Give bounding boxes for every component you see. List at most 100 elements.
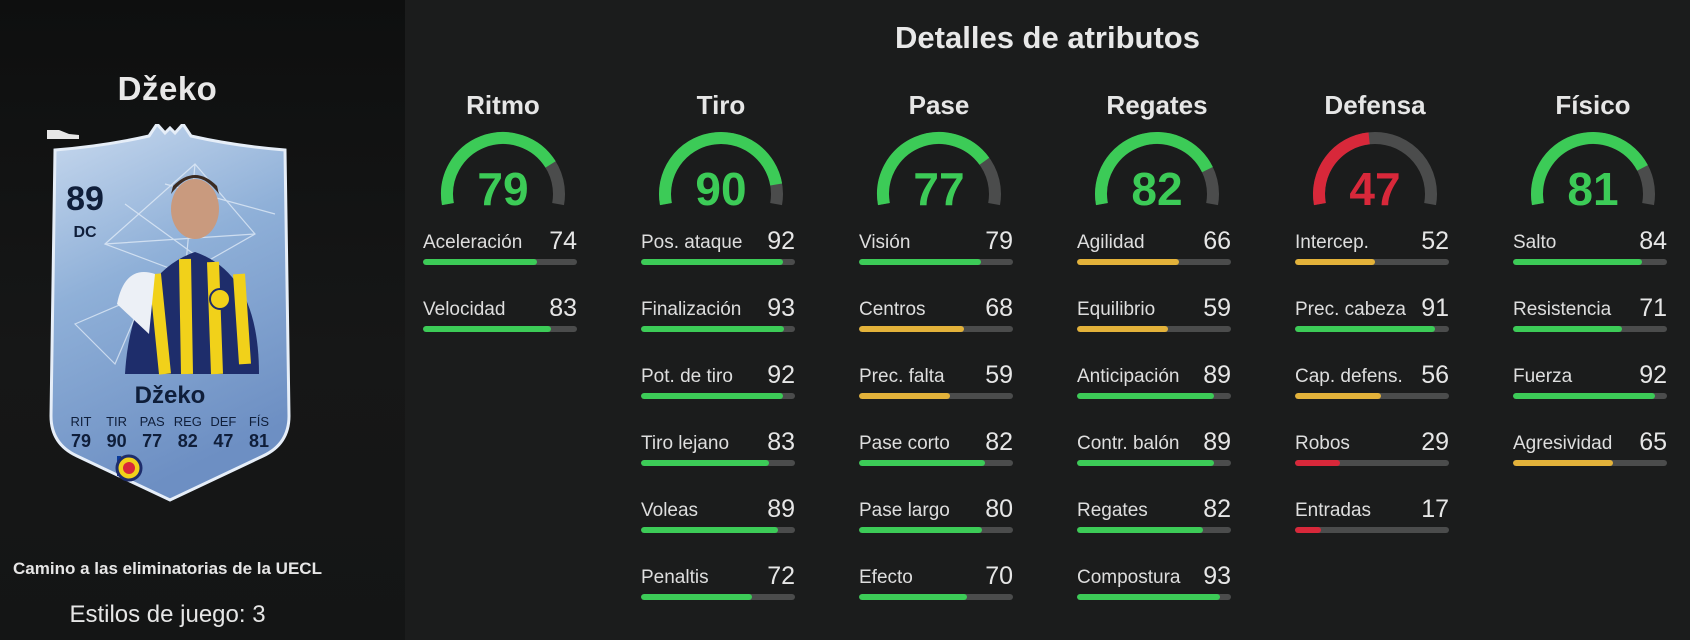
stat-row[interactable]: Anticipación 89	[1077, 358, 1237, 425]
stat-value: 93	[1203, 562, 1231, 590]
player-image	[117, 175, 259, 375]
stat-bar-fill	[1295, 326, 1436, 332]
stat-row[interactable]: Regates 82	[1077, 492, 1237, 559]
stat-bar-fill	[1295, 393, 1382, 399]
stat-bar-fill	[423, 326, 551, 332]
stat-label: Agilidad	[1077, 232, 1145, 253]
stat-bar-fill	[1077, 594, 1221, 600]
stat-bar-fill	[859, 460, 986, 466]
stat-bar-fill	[641, 259, 783, 265]
stat-bar	[859, 259, 1013, 265]
stat-label: Fuerza	[1513, 366, 1573, 387]
stat-label: Intercep.	[1295, 232, 1369, 253]
stat-label: Cap. defens.	[1295, 366, 1403, 387]
stat-label: Salto	[1513, 232, 1557, 253]
stat-bar-fill	[859, 259, 981, 265]
stat-row[interactable]: Efecto 70	[859, 559, 1019, 626]
stat-label: Anticipación	[1077, 366, 1180, 387]
card-player-name: Džeko	[134, 382, 206, 409]
stat-row[interactable]: Intercep. 52	[1295, 224, 1455, 291]
category-value: 77	[913, 163, 965, 215]
stat-row[interactable]: Compostura 93	[1077, 559, 1237, 626]
category-gauge: 81	[1513, 124, 1673, 215]
stat-value: 92	[1639, 361, 1667, 389]
stat-bar	[423, 326, 577, 332]
stat-row[interactable]: Aceleración 74	[423, 224, 583, 291]
stat-row[interactable]: Agilidad 66	[1077, 224, 1237, 291]
playstyles-count[interactable]: Estilos de juego: 3	[69, 601, 266, 628]
stat-row[interactable]: Pot. de tiro 92	[641, 358, 801, 425]
stat-bar-fill	[641, 326, 785, 332]
stat-row[interactable]: Visión 79	[859, 224, 1019, 291]
stat-bar-fill	[1077, 460, 1215, 466]
stat-row[interactable]: Entradas 17	[1295, 492, 1455, 559]
stat-bar	[859, 527, 1013, 533]
card-stat-value: 90	[106, 431, 127, 451]
stat-row[interactable]: Agresividad 65	[1513, 425, 1673, 492]
stat-row[interactable]: Pase corto 82	[859, 425, 1019, 492]
card-stats: RIT 79 TIR 90 PAS 77 REG 82 DEF 47 FÍS 81	[65, 414, 275, 452]
stat-bar-fill	[859, 393, 950, 399]
category-gauge: 77	[859, 124, 1019, 215]
stat-label: Agresividad	[1513, 433, 1613, 454]
stat-bar-fill	[641, 527, 779, 533]
gauge-arc	[1095, 132, 1219, 206]
card-badges	[115, 454, 225, 482]
stat-row[interactable]: Cap. defens. 56	[1295, 358, 1455, 425]
gauge-fill	[441, 132, 556, 206]
category-gauge: 79	[423, 124, 583, 215]
stat-row[interactable]: Contr. balón 89	[1077, 425, 1237, 492]
stat-value: 82	[1203, 495, 1231, 523]
stat-bar	[859, 460, 1013, 466]
stat-bar-fill	[1513, 326, 1623, 332]
stat-label: Pos. ataque	[641, 232, 743, 253]
stat-row[interactable]: Centros 68	[859, 291, 1019, 358]
gauge-fill	[877, 132, 990, 206]
card-stat-label: DEF	[210, 414, 237, 429]
stat-value: 82	[985, 428, 1013, 456]
stat-bar-fill	[1295, 460, 1340, 466]
stat-row[interactable]: Tiro lejano 83	[641, 425, 801, 492]
card-stat-value: 77	[142, 431, 163, 451]
stat-row[interactable]: Pase largo 80	[859, 492, 1019, 559]
card-stat-value: 79	[70, 431, 92, 451]
stat-row[interactable]: Finalización 93	[641, 291, 801, 358]
stat-value: 71	[1639, 294, 1667, 322]
stat-bar	[641, 460, 795, 466]
stat-row[interactable]: Prec. falta 59	[859, 358, 1019, 425]
attribute-column-pase: Pase 77 Visión 79 Centros 68 Prec. falta 59 Pase…	[859, 90, 1019, 626]
card-stat: FÍS 81	[243, 414, 275, 452]
attribute-column-defensa: Defensa 47 Intercep. 52 Prec. cabeza 91 Cap. d…	[1295, 90, 1455, 559]
stat-row[interactable]: Fuerza 92	[1513, 358, 1673, 425]
stat-label: Entradas	[1295, 500, 1372, 521]
stat-value: 29	[1421, 428, 1449, 456]
stat-label: Centros	[859, 299, 926, 320]
card-stat-label: REG	[173, 414, 202, 429]
stat-row[interactable]: Robos 29	[1295, 425, 1455, 492]
category-value: 79	[477, 163, 529, 215]
gauge-arc	[1531, 132, 1655, 206]
card-stat-value: 81	[248, 431, 269, 451]
player-name: Džeko	[117, 70, 218, 107]
card-stat-label: PAS	[139, 414, 165, 429]
gauge-fill	[1095, 132, 1213, 206]
stat-value: 89	[1203, 428, 1231, 456]
stat-bar-fill	[1077, 393, 1215, 399]
stat-value: 70	[985, 562, 1013, 590]
stat-row[interactable]: Velocidad 83	[423, 291, 583, 358]
stat-row[interactable]: Pos. ataque 92	[641, 224, 801, 291]
category-title: Defensa	[1324, 90, 1426, 120]
category-value: 81	[1567, 163, 1619, 215]
stat-value: 59	[985, 361, 1013, 389]
player-card[interactable]: 89 DC Džeko RIT 79 TIR 90 PAS 77 REG 82 DEF 47 FÍS…	[45, 124, 295, 502]
stat-row[interactable]: Voleas 89	[641, 492, 801, 559]
stat-label: Prec. cabeza	[1295, 299, 1406, 320]
stat-bar	[1295, 460, 1449, 466]
stat-row[interactable]: Penaltis 72	[641, 559, 801, 626]
stat-row[interactable]: Equilibrio 59	[1077, 291, 1237, 358]
stat-bar	[859, 326, 1013, 332]
stat-row[interactable]: Prec. cabeza 91	[1295, 291, 1455, 358]
category-value: 90	[695, 163, 747, 215]
stat-row[interactable]: Salto 84	[1513, 224, 1673, 291]
stat-row[interactable]: Resistencia 71	[1513, 291, 1673, 358]
